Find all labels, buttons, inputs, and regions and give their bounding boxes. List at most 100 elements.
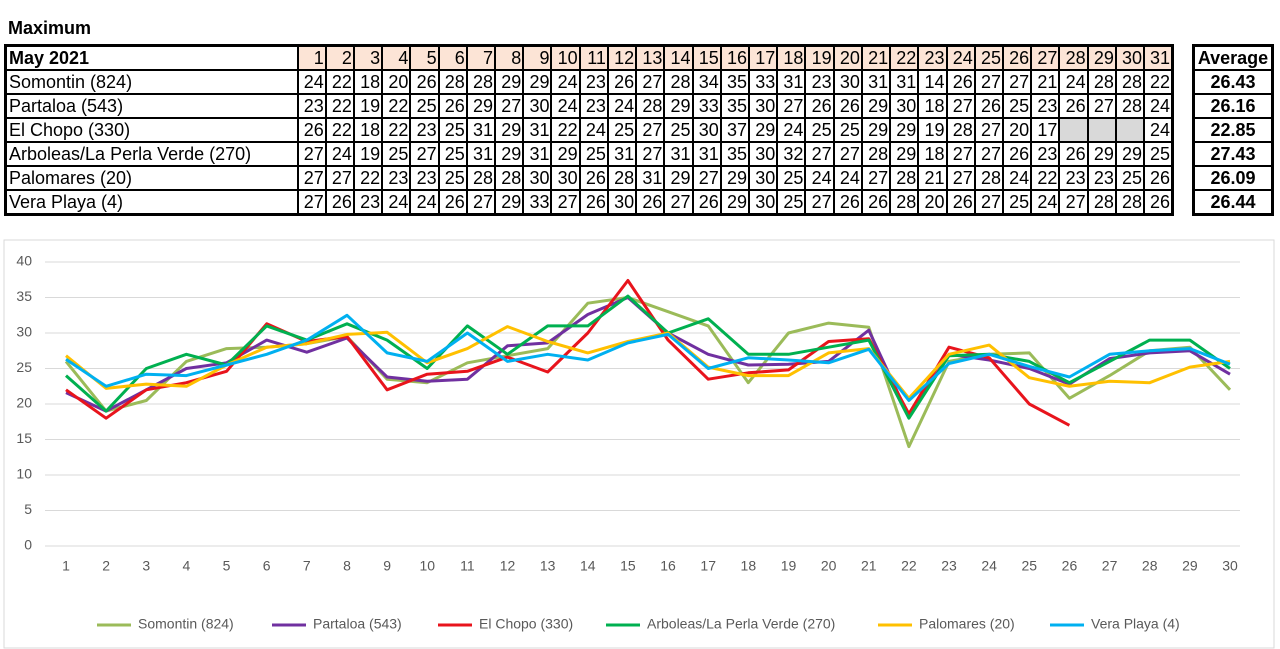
value-cell: 25 — [606, 117, 638, 143]
value-cell: 26 — [409, 69, 440, 95]
value-cell: 28 — [635, 93, 666, 119]
value-cell: 25 — [437, 141, 468, 167]
heading: Maximum — [8, 18, 92, 38]
series-line — [64, 296, 1232, 449]
value-cell: 26 — [1058, 93, 1089, 119]
value-cell: 28 — [1114, 93, 1146, 119]
value-cell: 23 — [578, 69, 609, 95]
value-cell: 29 — [889, 141, 920, 167]
value-cell: 30 — [522, 93, 553, 119]
value-cell: 31 — [691, 141, 722, 167]
value-cell: 24 — [804, 165, 835, 191]
value-cell: 27 — [776, 93, 807, 119]
value-cell: 31 — [606, 141, 638, 167]
value-cell: 25 — [776, 165, 807, 191]
value-cell: 26 — [578, 189, 609, 216]
day-header: 29 — [1086, 44, 1117, 71]
x-tick-label: 17 — [700, 558, 716, 574]
x-tick-label: 10 — [419, 558, 435, 574]
day-header: 26 — [1001, 44, 1033, 71]
value-cell: 29 — [663, 93, 694, 119]
value-cell: 27 — [324, 165, 355, 191]
day-header: 11 — [578, 44, 609, 71]
value-cell: 24 — [832, 165, 863, 191]
average-cell: 22.85 — [1192, 117, 1274, 143]
value-cell: 27 — [973, 141, 1004, 167]
value-cell: 35 — [719, 141, 751, 167]
day-header: 28 — [1058, 44, 1089, 71]
day-header: 2 — [324, 44, 355, 71]
value-cell: 26 — [832, 189, 863, 216]
x-tick-label: 24 — [981, 558, 997, 574]
value-cell: 26 — [324, 189, 355, 216]
value-cell: 29 — [860, 117, 892, 143]
station-name: Arboleas/La Perla Verde (270) — [4, 141, 299, 167]
value-cell: 29 — [494, 141, 525, 167]
value-cell: 22 — [324, 93, 355, 119]
value-cell: 25 — [437, 117, 468, 143]
average-cell: 26.44 — [1192, 189, 1274, 216]
value-cell: 27 — [860, 165, 892, 191]
value-cell: 26 — [1058, 141, 1089, 167]
legend-label: Palomares (20) — [919, 616, 1015, 632]
value-cell: 22 — [1030, 165, 1061, 191]
value-cell: 27 — [550, 189, 581, 216]
value-cell: 23 — [409, 165, 440, 191]
value-cell: 37 — [719, 117, 751, 143]
value-cell: 27 — [691, 165, 722, 191]
corner-cell: May 2021 — [4, 44, 299, 71]
value-cell: 24 — [1001, 165, 1033, 191]
data-row: 22.85 — [1192, 117, 1274, 143]
value-cell: 27 — [635, 69, 666, 95]
value-cell: 30 — [550, 165, 581, 191]
value-cell: 25 — [832, 117, 863, 143]
value-cell: 24 — [1058, 69, 1089, 95]
value-cell: 23 — [1086, 165, 1117, 191]
y-tick-label: 10 — [16, 466, 32, 482]
value-cell: 19 — [917, 117, 948, 143]
legend-label: Arboleas/La Perla Verde (270) — [647, 616, 835, 632]
value-cell: 26 — [945, 189, 976, 216]
value-cell: 26 — [635, 189, 666, 216]
value-cell: 25 — [381, 141, 412, 167]
x-tick-label: 7 — [303, 558, 311, 574]
x-tick-label: 14 — [580, 558, 596, 574]
value-cell: 27 — [663, 189, 694, 216]
y-tick-label: 0 — [24, 537, 32, 553]
x-tick-label: 1 — [62, 558, 70, 574]
value-cell: 27 — [494, 93, 525, 119]
x-tick-label: 3 — [142, 558, 150, 574]
value-cell: 25 — [804, 117, 835, 143]
value-cell: 28 — [1086, 69, 1117, 95]
value-cell: 28 — [1114, 189, 1146, 216]
x-tick-label: 21 — [861, 558, 877, 574]
value-cell: 26 — [691, 189, 722, 216]
value-cell: 20 — [1001, 117, 1033, 143]
value-cell: 24 — [776, 117, 807, 143]
value-cell: 21 — [917, 165, 948, 191]
value-cell: 26 — [1143, 165, 1174, 191]
value-cell: 22 — [324, 117, 355, 143]
station-name: El Chopo (330) — [4, 117, 299, 143]
value-cell: 28 — [494, 165, 525, 191]
value-cell: 26 — [973, 93, 1004, 119]
data-row: Partaloa (543) 23 22 19 22 25 26 29 27 30 24 23 24 28… — [4, 93, 1174, 119]
value-cell: 24 — [550, 93, 581, 119]
data-row: Vera Playa (4) 27 26 23 24 24 26 27 29 33 27 26 30 26… — [4, 189, 1174, 216]
data-table: May 2021 1 2 3 4 5 6 7 8 9 10 11 12 13 14 15 16 17 18 19 20 2… — [4, 44, 1174, 216]
value-cell: 26 — [437, 93, 468, 119]
x-tick-label: 16 — [660, 558, 676, 574]
value-cell: 35 — [719, 69, 751, 95]
day-header: 24 — [945, 44, 976, 71]
day-header: 8 — [494, 44, 525, 71]
value-cell: 23 — [578, 93, 609, 119]
value-cell: 19 — [352, 141, 384, 167]
x-tick-label: 20 — [821, 558, 837, 574]
legend-label: Vera Playa (4) — [1091, 616, 1180, 632]
value-cell: 27 — [635, 117, 666, 143]
x-tick-label: 25 — [1022, 558, 1038, 574]
value-cell: 22 — [381, 93, 412, 119]
day-header: 18 — [776, 44, 807, 71]
day-header: 20 — [832, 44, 863, 71]
value-cell: 32 — [776, 141, 807, 167]
